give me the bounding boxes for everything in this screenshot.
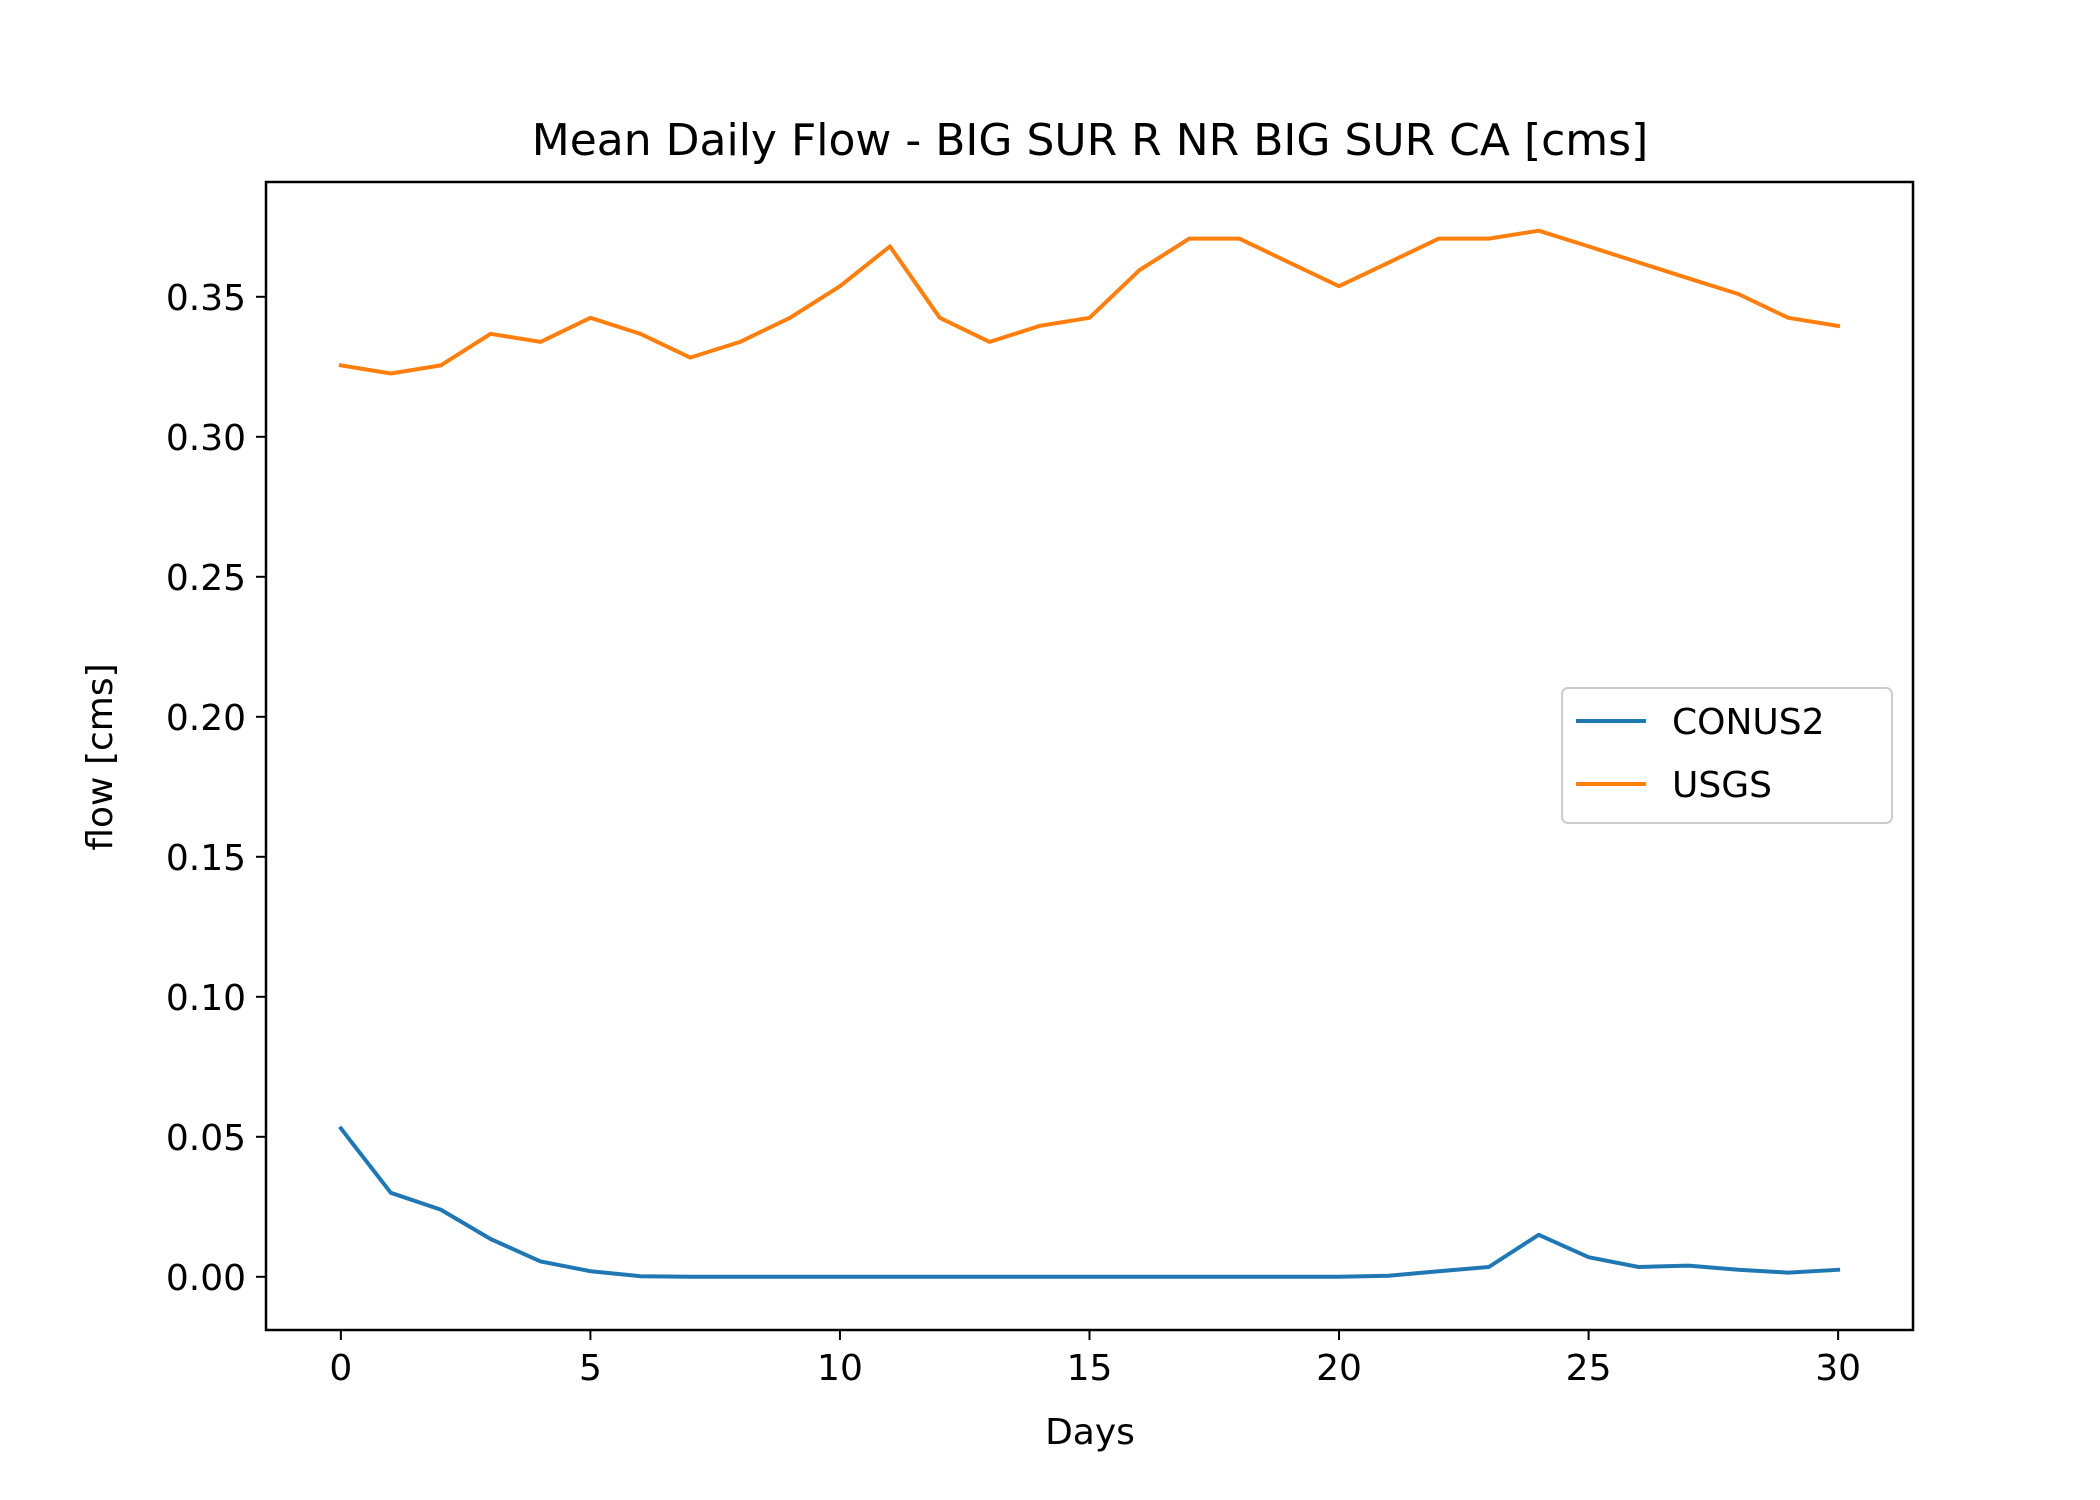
legend: CONUS2 USGS [1561, 687, 1893, 824]
chart-title: Mean Daily Flow - BIG SUR R NR BIG SUR C… [532, 115, 1649, 166]
x-tick-label: 15 [1067, 1348, 1113, 1389]
x-tick-label: 5 [579, 1348, 602, 1389]
x-tick-label: 10 [817, 1348, 863, 1389]
axis-ticks: 0 5 10 15 20 25 30 0.00 0.05 0.10 0.15 0.20 0.25 0.30… [166, 278, 1861, 1389]
x-tick-label: 0 [329, 1348, 352, 1389]
y-tick-label: 0.20 [166, 698, 246, 739]
y-axis-label: flow [cms] [80, 663, 121, 850]
series-line-usgs [338, 228, 1841, 376]
y-tick-label: 0.30 [166, 418, 246, 459]
series-line-conus2 [338, 1125, 1841, 1279]
x-tick-label: 25 [1566, 1348, 1612, 1389]
y-tick-label: 0.25 [166, 558, 246, 599]
y-tick-label: 0.35 [166, 278, 246, 319]
x-tick-label: 30 [1815, 1348, 1861, 1389]
y-tick-label: 0.10 [166, 978, 246, 1019]
y-tick-label: 0.15 [166, 838, 246, 879]
y-tick-label: 0.00 [166, 1258, 246, 1299]
x-tick-label: 20 [1316, 1348, 1362, 1389]
legend-label-conus2: CONUS2 [1672, 702, 1825, 743]
x-axis-label: Days [1045, 1412, 1135, 1453]
legend-label-usgs: USGS [1672, 765, 1772, 806]
y-tick-label: 0.05 [166, 1118, 246, 1159]
plot-area [338, 228, 1841, 1279]
